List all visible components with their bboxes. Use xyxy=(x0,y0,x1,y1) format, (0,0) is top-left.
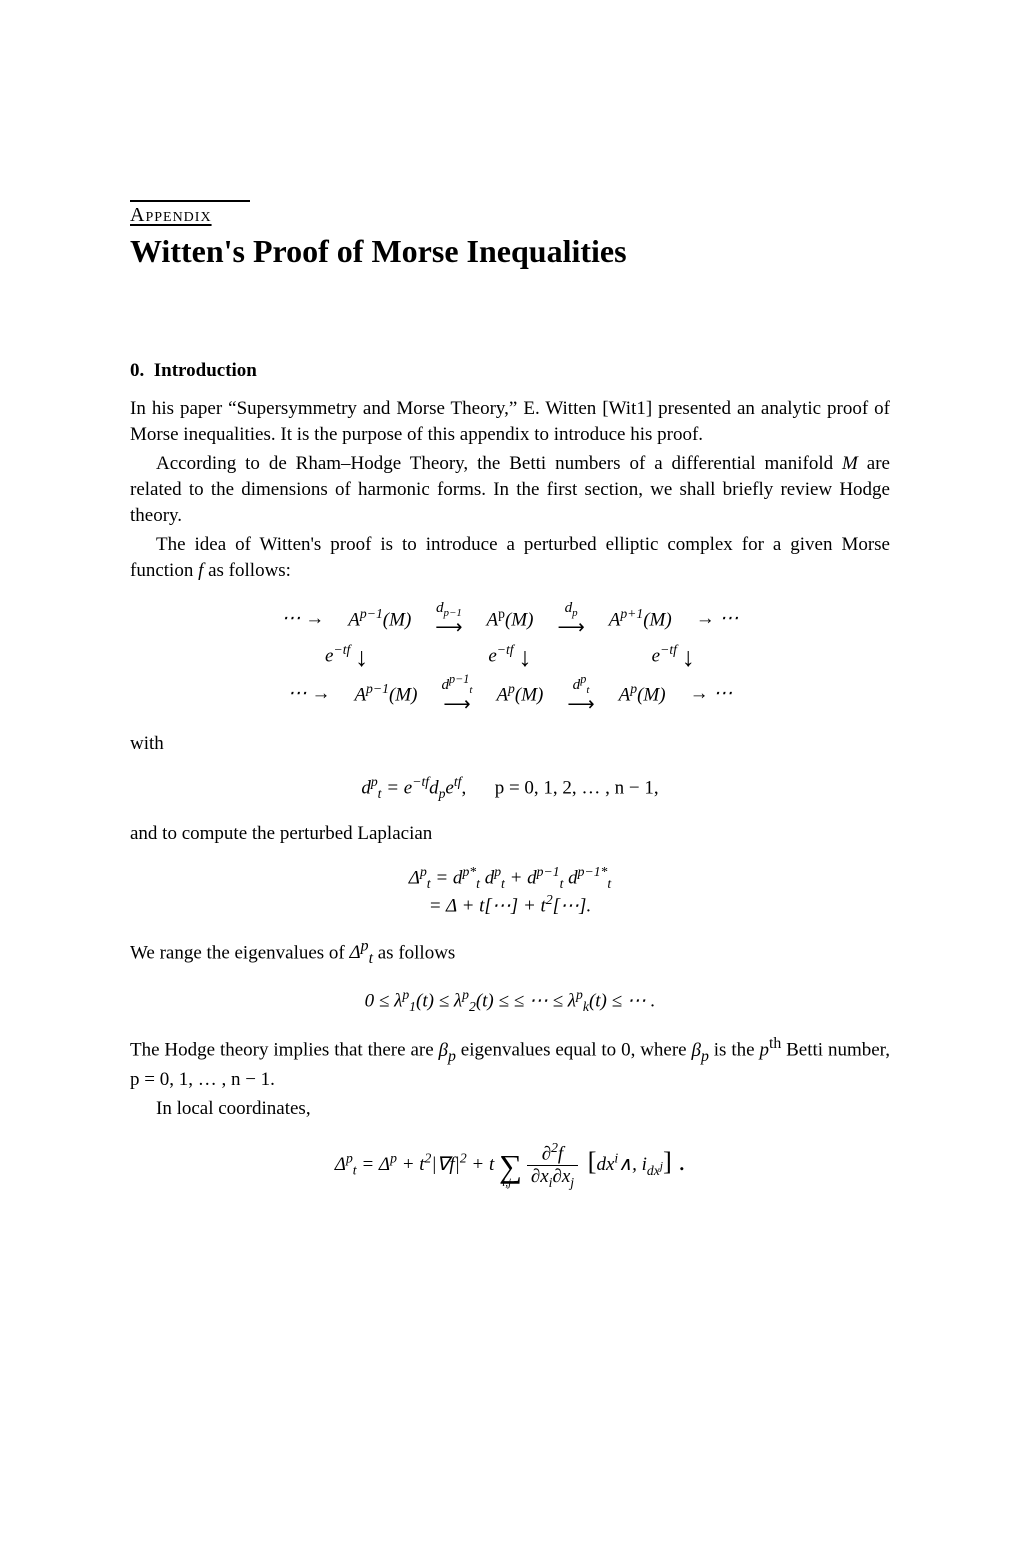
eq-dt: dpt = e−tfdpetf, p = 0, 1, 2, … , n − 1, xyxy=(130,774,890,802)
section-name: Introduction xyxy=(154,360,257,381)
page-title: Witten's Proof of Morse Inequalities xyxy=(130,233,890,270)
diagram-complex: ⋯ → Ap−1(M) dp−1⟶ Ap(M) dp⟶ Ap+1(M) → ⋯ … xyxy=(130,601,890,712)
paragraph-3: The idea of Witten's proof is to introdu… xyxy=(130,532,890,583)
header-rule xyxy=(130,200,250,202)
section-heading: 0. Introduction xyxy=(130,360,890,382)
section-number: 0. xyxy=(130,360,144,381)
paragraph-4: and to compute the perturbed Laplacian xyxy=(130,821,890,847)
paragraph-5: We range the eigenvalues of Δpt as follo… xyxy=(130,936,890,969)
eq-laplacian: Δpt = dp*t dpt + dp−1t dp−1*t = Δ + t[⋯]… xyxy=(130,864,890,917)
appendix-label: Appendix xyxy=(130,204,890,227)
eq-eigenvalues: 0 ≤ λp1(t) ≤ λp2(t) ≤ ≤ ⋯ ≤ λpk(t) ≤ ⋯ . xyxy=(130,987,890,1015)
eq-local: Δpt = Δp + t2|∇f|2 + t ∑i,j ∂2f ∂xi∂xj [… xyxy=(130,1140,890,1191)
paragraph-7: In local coordinates, xyxy=(130,1096,890,1122)
page: Appendix Witten's Proof of Morse Inequal… xyxy=(0,0,1020,1547)
paragraph-2: According to de Rham–Hodge Theory, the B… xyxy=(130,451,890,528)
with-label: with xyxy=(130,731,890,757)
paragraph-1: In his paper “Supersymmetry and Morse Th… xyxy=(130,396,890,447)
paragraph-6: The Hodge theory implies that there are … xyxy=(130,1033,890,1092)
